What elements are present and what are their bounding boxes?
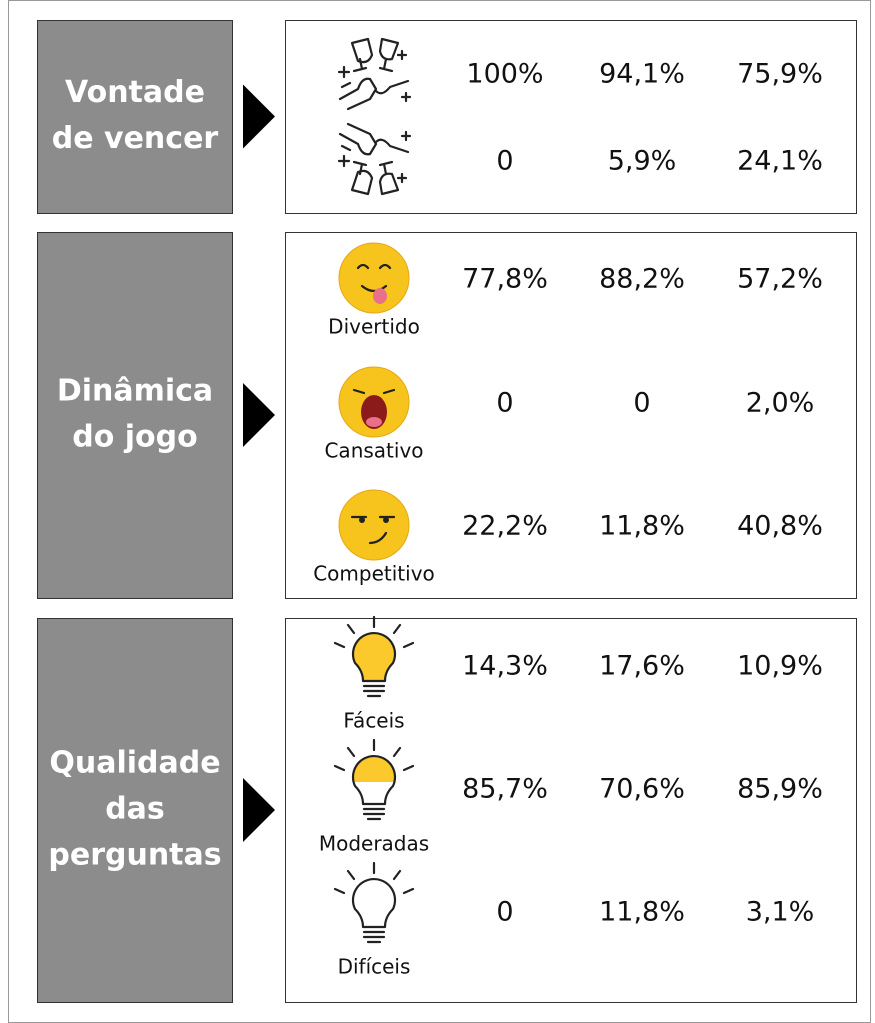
section-title: Dinâmica — [57, 374, 213, 409]
row-label: Divertido — [328, 315, 420, 339]
value: 5,9% — [608, 146, 677, 177]
value: 77,8% — [462, 264, 548, 295]
bulb-fill — [353, 757, 395, 782]
row-label: Cansativo — [324, 439, 423, 463]
emoji-face — [338, 242, 410, 314]
cup — [378, 37, 400, 73]
section-title: do jogo — [72, 420, 198, 455]
cup — [350, 37, 374, 73]
value: 11,8% — [599, 897, 685, 928]
section-box — [285, 618, 857, 1003]
value: 85,7% — [462, 774, 548, 805]
bulb-fill — [353, 633, 395, 681]
emoji-icon — [338, 489, 410, 561]
value: 88,2% — [599, 264, 685, 295]
value: 0 — [496, 388, 513, 419]
bulb-outline — [351, 632, 397, 683]
bulb-icon — [333, 861, 415, 944]
section-title: de vencer — [52, 121, 219, 156]
tongue — [373, 288, 387, 304]
emoji-face — [338, 489, 410, 561]
hands — [338, 122, 410, 156]
mouth — [360, 284, 388, 293]
eyes — [356, 263, 392, 270]
value: 3,1% — [746, 897, 815, 928]
rays — [333, 738, 415, 772]
pupil — [359, 517, 365, 523]
value: 100% — [466, 59, 543, 90]
arrow — [243, 84, 275, 149]
value: 10,9% — [737, 651, 823, 682]
value: 0 — [496, 897, 513, 928]
bulb-base — [362, 930, 386, 944]
emoji-icon — [338, 242, 410, 314]
section-title: Qualidade — [49, 746, 220, 781]
section-header — [37, 618, 233, 1003]
value: 2,0% — [746, 388, 815, 419]
section-title: perguntas — [48, 838, 221, 873]
bulb-outline — [351, 878, 397, 929]
value: 0 — [633, 388, 650, 419]
tongue — [366, 417, 382, 427]
row-label: Difíceis — [338, 955, 411, 979]
bulb-base — [362, 684, 386, 698]
value: 11,8% — [599, 511, 685, 542]
mouth — [368, 531, 388, 545]
value: 94,1% — [599, 59, 685, 90]
rays — [333, 861, 415, 895]
bulb-icon — [333, 615, 415, 698]
row-label: Moderadas — [319, 832, 429, 856]
cheers-icon — [337, 37, 412, 111]
bulb-base — [362, 807, 386, 821]
bulb-icon — [333, 738, 415, 821]
emoji-icon — [338, 366, 410, 438]
pupil — [383, 517, 389, 523]
row-label: Fáceis — [343, 709, 404, 733]
eyes — [352, 388, 396, 395]
value: 22,2% — [462, 511, 548, 542]
cheers-icon — [337, 122, 412, 196]
sparkle — [337, 130, 412, 184]
sparkle — [337, 49, 412, 103]
bulb-outline — [351, 755, 397, 806]
cup — [378, 160, 400, 196]
value: 57,2% — [737, 264, 823, 295]
value: 0 — [496, 146, 513, 177]
value: 17,6% — [599, 651, 685, 682]
hands — [338, 77, 410, 111]
rays — [333, 615, 415, 649]
value: 14,3% — [462, 651, 548, 682]
value: 85,9% — [737, 774, 823, 805]
section-header — [37, 20, 233, 214]
value: 70,6% — [599, 774, 685, 805]
value: 75,9% — [737, 59, 823, 90]
arrow — [243, 383, 275, 447]
arrow — [243, 778, 275, 842]
section-title: das — [105, 792, 165, 827]
value: 40,8% — [737, 511, 823, 542]
value: 24,1% — [737, 146, 823, 177]
section-title: Vontade — [65, 75, 205, 110]
section-header — [37, 232, 233, 599]
row-label: Competitivo — [313, 562, 435, 586]
cup — [350, 160, 374, 196]
